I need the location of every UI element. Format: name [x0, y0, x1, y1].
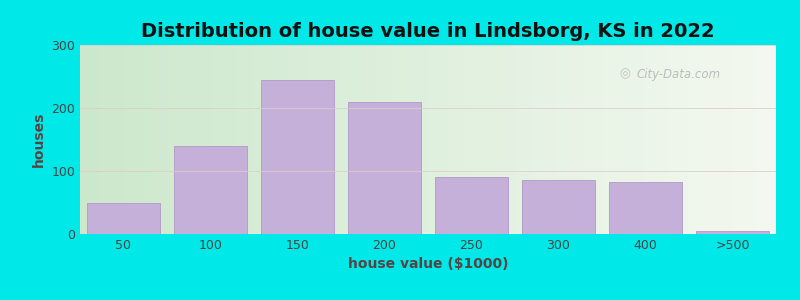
Text: City-Data.com: City-Data.com [637, 68, 721, 81]
Text: ◎: ◎ [619, 68, 630, 81]
Bar [434, 177, 509, 234]
Bar [522, 181, 595, 234]
Bar [609, 182, 682, 234]
Bar [695, 231, 770, 234]
Title: Distribution of house value in Lindsborg, KS in 2022: Distribution of house value in Lindsborg… [141, 22, 715, 41]
Bar [347, 102, 422, 234]
X-axis label: house value ($1000): house value ($1000) [348, 257, 508, 272]
Y-axis label: houses: houses [32, 112, 46, 167]
Bar [86, 202, 161, 234]
Bar [261, 80, 334, 234]
Bar [174, 146, 247, 234]
